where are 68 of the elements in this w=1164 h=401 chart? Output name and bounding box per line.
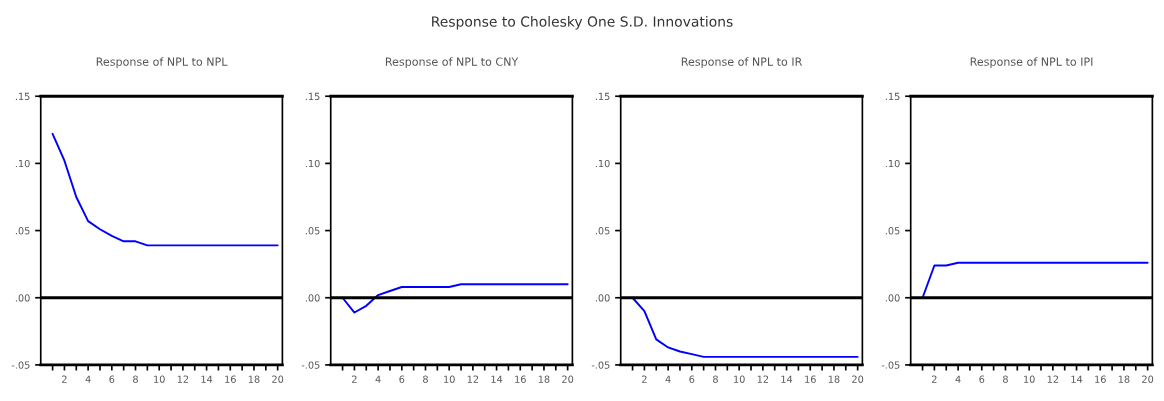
x-tick-label: 14 [1071, 375, 1083, 383]
y-tick-label: .15 [15, 92, 30, 101]
y-tick-label: -.05 [591, 361, 610, 369]
x-tick-label: 18 [1118, 375, 1130, 383]
x-tick-label: 10 [444, 375, 455, 383]
x-tick-label: 12 [757, 375, 769, 383]
y-tick-label: .00 [305, 294, 320, 302]
x-tick-label: 16 [515, 375, 526, 383]
chart-title: Response of NPL to CNY [385, 57, 519, 68]
x-tick-label: 16 [225, 375, 236, 383]
x-tick-label: 18 [828, 375, 840, 383]
y-tick-label: .10 [15, 159, 30, 168]
y-tick-label: .15 [595, 92, 610, 101]
x-tick-label: 14 [781, 375, 793, 383]
y-tick-label: -.05 [301, 361, 320, 369]
y-tick-label: -.05 [11, 361, 30, 369]
x-tick-label: 16 [805, 375, 816, 383]
y-tick-label: .15 [885, 92, 900, 101]
x-tick-label: 12 [1047, 375, 1059, 383]
text: Response to Cholesky One S.D. Innovations [432, 16, 733, 30]
x-tick-label: 14 [491, 375, 503, 383]
x-tick-label: 4 [955, 375, 961, 383]
y-tick-label: .15 [305, 92, 320, 101]
chart-title: Response of NPL to NPL [96, 57, 228, 68]
x-tick-label: 12 [177, 375, 189, 383]
x-tick-label: 2 [642, 375, 647, 383]
x-tick-label: 4 [85, 375, 91, 383]
x-tick-label: 8 [423, 375, 428, 383]
x-tick-label: 8 [1003, 375, 1008, 383]
x-tick-label: 10 [1024, 375, 1035, 383]
x-tick-label: 20 [1142, 375, 1154, 383]
x-tick-label: 10 [734, 375, 745, 383]
chart-title: Response of NPL to IPI [970, 57, 1093, 68]
x-tick-label: 2 [352, 375, 357, 383]
x-tick-label: 2 [932, 375, 937, 383]
y-tick-label: .10 [885, 159, 900, 168]
x-tick-label: 18 [538, 375, 550, 383]
x-tick-label: 16 [1095, 375, 1106, 383]
x-tick-label: 12 [467, 375, 479, 383]
y-tick-label: .00 [885, 294, 900, 302]
x-tick-label: 10 [154, 375, 165, 383]
line-series [631, 296, 859, 358]
y-tick-label: -.05 [881, 361, 900, 369]
chart-title: Response of NPL to IR [681, 57, 802, 68]
line-series [341, 283, 569, 314]
y-tick-label: .10 [305, 159, 320, 168]
y-tick-label: .00 [595, 294, 610, 302]
y-tick-label: .05 [885, 227, 900, 235]
line-series [51, 132, 279, 247]
x-tick-label: 8 [713, 375, 718, 383]
y-tick-label: .05 [595, 227, 610, 235]
x-tick-label: 2 [62, 375, 67, 383]
x-tick-label: 14 [201, 375, 213, 383]
x-tick-label: 4 [375, 375, 381, 383]
x-tick-label: 4 [665, 375, 671, 383]
x-tick-label: 6 [109, 375, 115, 383]
x-tick-label: 6 [979, 375, 985, 383]
x-tick-label: 8 [133, 375, 138, 383]
x-tick-label: 6 [689, 375, 695, 383]
y-tick-label: .05 [305, 227, 320, 235]
x-tick-label: 20 [852, 375, 864, 383]
x-tick-label: 20 [562, 375, 574, 383]
y-tick-label: .10 [595, 159, 610, 168]
x-tick-label: 6 [399, 375, 405, 383]
x-tick-label: 20 [272, 375, 284, 383]
y-tick-label: .00 [15, 294, 30, 302]
x-tick-label: 18 [248, 375, 260, 383]
y-tick-label: .05 [15, 227, 30, 235]
